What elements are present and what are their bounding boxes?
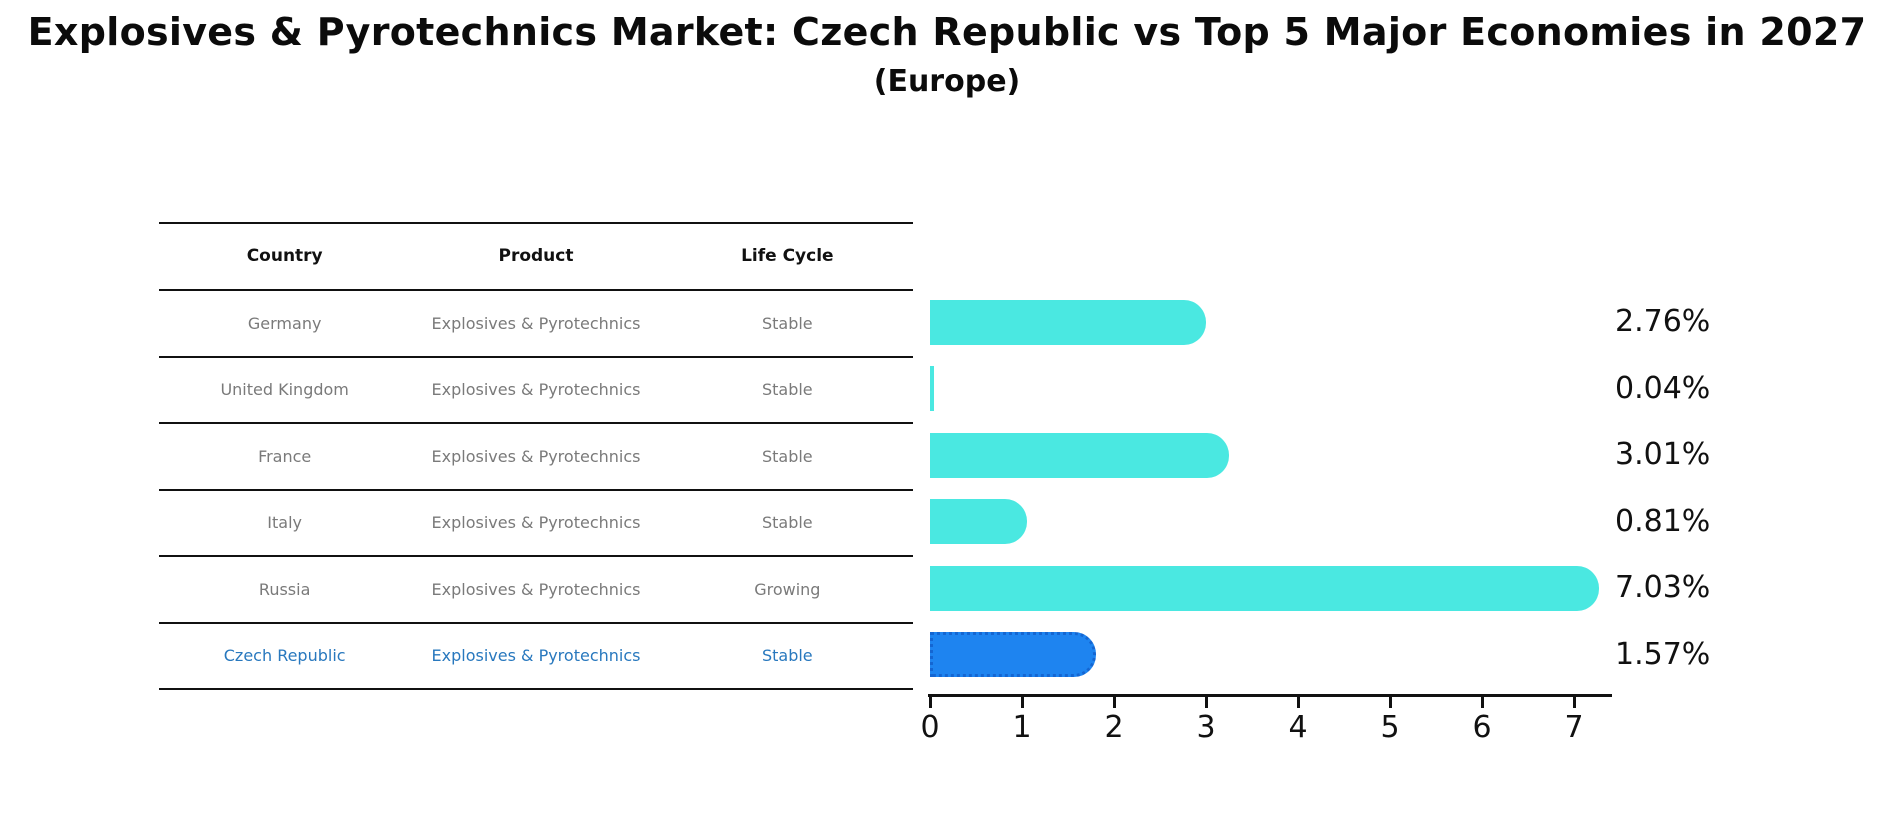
cell-country: France — [258, 446, 312, 466]
bar — [930, 299, 1206, 345]
column-header-country: Country — [246, 246, 323, 267]
x-axis-tick-label: 7 — [1564, 710, 1584, 745]
chart-subtitle: (Europe) — [873, 64, 1021, 99]
bar — [930, 565, 1599, 611]
value-label: 1.57% — [1615, 636, 1711, 672]
x-axis-tick-label: 0 — [920, 710, 940, 745]
cell-country: Czech Republic — [223, 646, 346, 666]
cell-country: Italy — [267, 513, 303, 533]
cell-product: Explosives & Pyrotechnics — [431, 380, 641, 400]
x-axis-tick-label: 5 — [1380, 710, 1400, 745]
value-label: 0.81% — [1615, 503, 1711, 539]
cell-product: Explosives & Pyrotechnics — [431, 446, 641, 466]
x-axis-tick-mark — [928, 697, 932, 708]
x-axis-tick-label: 1 — [1012, 710, 1032, 745]
bar — [930, 632, 1097, 678]
x-axis-tick-mark — [1388, 697, 1392, 708]
x-axis-tick-mark — [1112, 697, 1116, 708]
table-row: Germany Explosives & Pyrotechnics Stable — [159, 291, 913, 358]
table-row: Czech Republic Explosives & Pyrotechnics… — [159, 624, 913, 690]
cell-life-cycle: Stable — [761, 380, 813, 400]
table-row: France Explosives & Pyrotechnics Stable — [159, 424, 913, 491]
x-axis-line — [928, 694, 1612, 697]
cell-country: United Kingdom — [220, 380, 349, 400]
x-axis-tick-mark — [1480, 697, 1484, 708]
cell-life-cycle: Growing — [754, 579, 821, 599]
cell-product: Explosives & Pyrotechnics — [431, 513, 641, 533]
bar — [930, 499, 1027, 545]
column-header-product: Product — [498, 246, 574, 267]
bar — [930, 432, 1229, 478]
cell-product: Explosives & Pyrotechnics — [431, 579, 641, 599]
cell-life-cycle: Stable — [761, 646, 813, 666]
cell-life-cycle: Stable — [761, 513, 813, 533]
cell-product: Explosives & Pyrotechnics — [431, 313, 641, 333]
column-header-life-cycle: Life Cycle — [741, 246, 834, 267]
x-axis-tick-label: 3 — [1196, 710, 1216, 745]
cell-country: Russia — [258, 579, 311, 599]
table-header-row: Country Product Life Cycle — [159, 224, 913, 291]
country-table: Country Product Life Cycle Germany Explo… — [159, 222, 913, 690]
x-axis-tick-mark — [1572, 697, 1576, 708]
chart-title: Explosives & Pyrotechnics Market: Czech … — [27, 10, 1867, 54]
value-label: 2.76% — [1615, 304, 1711, 340]
cell-country: Germany — [247, 313, 322, 333]
x-axis-tick-label: 4 — [1288, 710, 1308, 745]
x-axis-tick-mark — [1296, 697, 1300, 708]
cell-life-cycle: Stable — [761, 446, 813, 466]
table-row: Italy Explosives & Pyrotechnics Stable — [159, 491, 913, 557]
table-row: Russia Explosives & Pyrotechnics Growing — [159, 557, 913, 624]
table-body: Germany Explosives & Pyrotechnics Stable… — [159, 291, 913, 690]
x-axis-tick-label: 6 — [1472, 710, 1492, 745]
cell-product: Explosives & Pyrotechnics — [431, 646, 641, 666]
value-label: 0.04% — [1615, 370, 1711, 406]
x-axis-tick-mark — [1204, 697, 1208, 708]
bar — [930, 366, 934, 412]
x-axis-tick-label: 2 — [1104, 710, 1124, 745]
table-row: United Kingdom Explosives & Pyrotechnics… — [159, 358, 913, 424]
cell-life-cycle: Stable — [761, 313, 813, 333]
value-label: 3.01% — [1615, 437, 1711, 473]
value-label: 7.03% — [1615, 570, 1711, 606]
x-axis-tick-mark — [1020, 697, 1024, 708]
